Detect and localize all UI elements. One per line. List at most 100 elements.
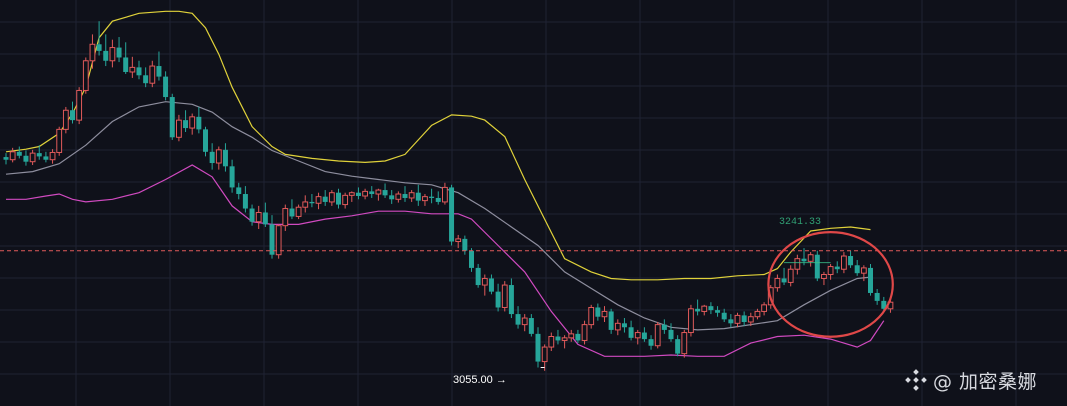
candle-body-down: [143, 75, 149, 84]
candle-body-up: [348, 192, 355, 196]
watermark-text: @ 加密桑娜: [933, 370, 1038, 393]
candle-body-down: [469, 250, 474, 268]
candle-body-down: [781, 278, 787, 283]
candle-body-up: [701, 305, 708, 312]
lowest-price-marker: 3055.00 →: [453, 374, 507, 386]
candle-body-down: [389, 195, 395, 200]
candle-body-down: [3, 157, 9, 160]
candle-body-down: [16, 151, 22, 156]
candle-body-up: [422, 196, 428, 202]
bollinger-lower-band: [6, 164, 885, 357]
binance-diamond-icon: [905, 369, 927, 391]
candle-body-up: [548, 336, 555, 348]
candle-body-down: [242, 194, 248, 209]
candle-body-down: [834, 266, 840, 270]
candle-body-down: [488, 278, 494, 292]
candle-body-down: [382, 190, 388, 196]
candle-body-down: [309, 201, 315, 204]
candle-body-down: [695, 308, 701, 312]
candle-body-down: [23, 155, 29, 162]
candle-body-up: [342, 194, 349, 206]
candle-body-up: [189, 116, 196, 129]
candle-body-down: [741, 315, 747, 322]
candle-body-up: [29, 152, 36, 163]
candle-body-down: [269, 224, 275, 255]
candle-body-down: [595, 307, 601, 317]
candle-body-down: [163, 76, 169, 98]
candle-body-up: [787, 268, 794, 283]
candle-body-up: [794, 258, 801, 270]
candle-body-up: [807, 254, 814, 262]
candle-body-down: [675, 339, 681, 354]
candle-body-down: [575, 333, 581, 341]
candle-body-down: [402, 194, 408, 198]
candle-body-down: [648, 339, 654, 346]
candle-body-up: [9, 151, 16, 161]
candle-body-up: [375, 189, 382, 195]
candle-body-down: [874, 292, 880, 301]
candle-body-down: [209, 151, 215, 164]
candle-body-up: [568, 333, 575, 339]
candle-body-down: [415, 192, 421, 201]
candle-body-up: [56, 128, 63, 153]
candle-body-down: [203, 129, 208, 152]
candle-body-down: [728, 319, 734, 324]
candle-body-up: [302, 201, 309, 208]
candle-body-up: [395, 193, 402, 200]
candle-body-up: [747, 316, 754, 323]
candle-body-down: [96, 44, 102, 51]
candle-body-up: [581, 324, 588, 341]
candle-body-down: [136, 67, 142, 76]
candle-body-down: [322, 196, 328, 202]
candle-body-down: [262, 212, 268, 225]
candle-body-down: [628, 327, 634, 338]
candle-body-up: [362, 190, 369, 197]
candle-body-down: [43, 156, 49, 160]
circle-price-label: 3241.33: [779, 217, 822, 228]
candle-body-up: [561, 337, 568, 341]
candle-body-up: [774, 277, 781, 289]
candle-body-up: [109, 47, 116, 62]
candle-body-down: [515, 314, 521, 325]
candle-body-down: [621, 323, 627, 328]
candle-body-down: [116, 47, 122, 58]
candle-body-down: [222, 149, 228, 167]
candle-body-up: [328, 192, 335, 203]
candle-body-down: [814, 254, 820, 279]
candle-body-up: [215, 149, 222, 164]
candle-body-down: [661, 324, 667, 330]
candle-body-up: [681, 332, 688, 355]
candle-body-down: [123, 57, 129, 72]
candle-body-down: [668, 329, 674, 340]
watermark: @ 加密桑娜: [905, 366, 1037, 394]
candle-body-up: [62, 109, 69, 130]
candle-body-down: [535, 333, 541, 362]
candle-body-up: [481, 277, 488, 286]
candle-body-down: [715, 310, 721, 313]
candle-body-up: [614, 322, 621, 331]
candle-body-down: [70, 110, 75, 121]
candle-body-up: [129, 66, 136, 73]
candle-body-up: [588, 306, 595, 326]
candle-body-up: [76, 89, 83, 121]
candle-body-up: [734, 314, 741, 324]
candle-body-up: [601, 310, 608, 318]
candle-body-up: [841, 255, 847, 270]
candle-body-up: [455, 238, 462, 243]
bollinger-upper-band: [5, 10, 871, 281]
candle-body-down: [475, 267, 481, 286]
candle-body-up: [408, 192, 415, 199]
candle-body-down: [854, 265, 860, 274]
candle-body-down: [229, 166, 235, 188]
candle-body-down: [449, 187, 455, 242]
candle-body-up: [255, 211, 262, 223]
candle-body-down: [156, 66, 162, 77]
candle-body-down: [801, 258, 807, 262]
candle-body-down: [495, 291, 501, 308]
candle-body-up: [761, 304, 768, 312]
candle-body-down: [369, 191, 375, 195]
candle-body-down: [608, 311, 614, 330]
candle-body-down: [435, 197, 441, 202]
